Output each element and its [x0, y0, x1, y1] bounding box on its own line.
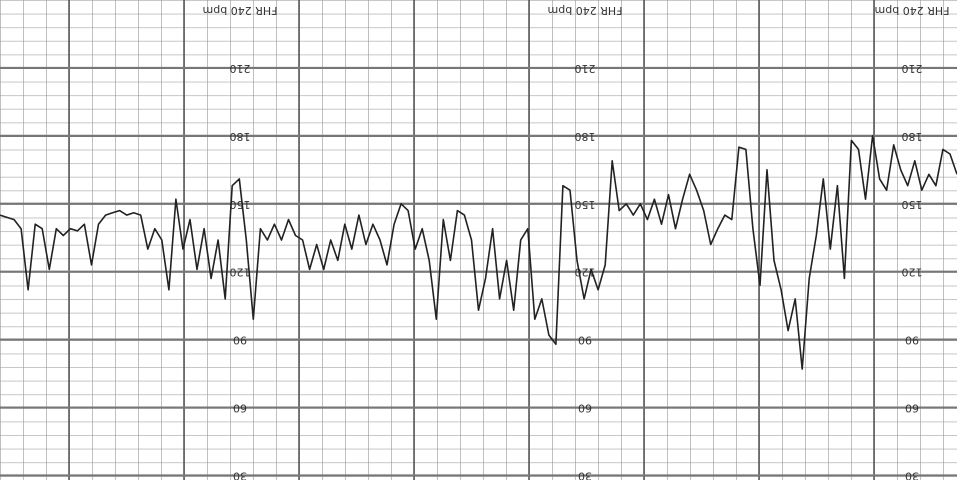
y-tick-label: 30: [905, 469, 919, 480]
y-tick-label: 120: [230, 266, 251, 279]
y-tick-label: 150: [902, 198, 923, 211]
y-tick-label: 60: [233, 402, 247, 415]
y-tick-label: 180: [902, 130, 923, 143]
y-tick-label: 120: [902, 266, 923, 279]
y-tick-label: 210: [902, 62, 923, 75]
y-tick-label: 90: [578, 334, 592, 347]
y-tick-label: 180: [575, 130, 596, 143]
strip-label: FHR 240 bpm: [548, 4, 623, 17]
y-tick-label: 90: [233, 334, 247, 347]
y-tick-label: 210: [230, 62, 251, 75]
y-tick-label: 180: [230, 130, 251, 143]
y-tick-label: 150: [575, 198, 596, 211]
y-tick-label: 30: [578, 469, 592, 480]
y-tick-label: 60: [905, 402, 919, 415]
y-tick-label: 30: [233, 469, 247, 480]
y-tick-label: 210: [575, 62, 596, 75]
fhr-trace: [0, 135, 957, 370]
strip-label: FHR 240 bpm: [875, 4, 950, 17]
y-tick-label: 60: [578, 402, 592, 415]
y-tick-label: 150: [230, 198, 251, 211]
y-tick-label: 90: [905, 334, 919, 347]
strip-label: FHR 240 bpm: [203, 4, 278, 17]
